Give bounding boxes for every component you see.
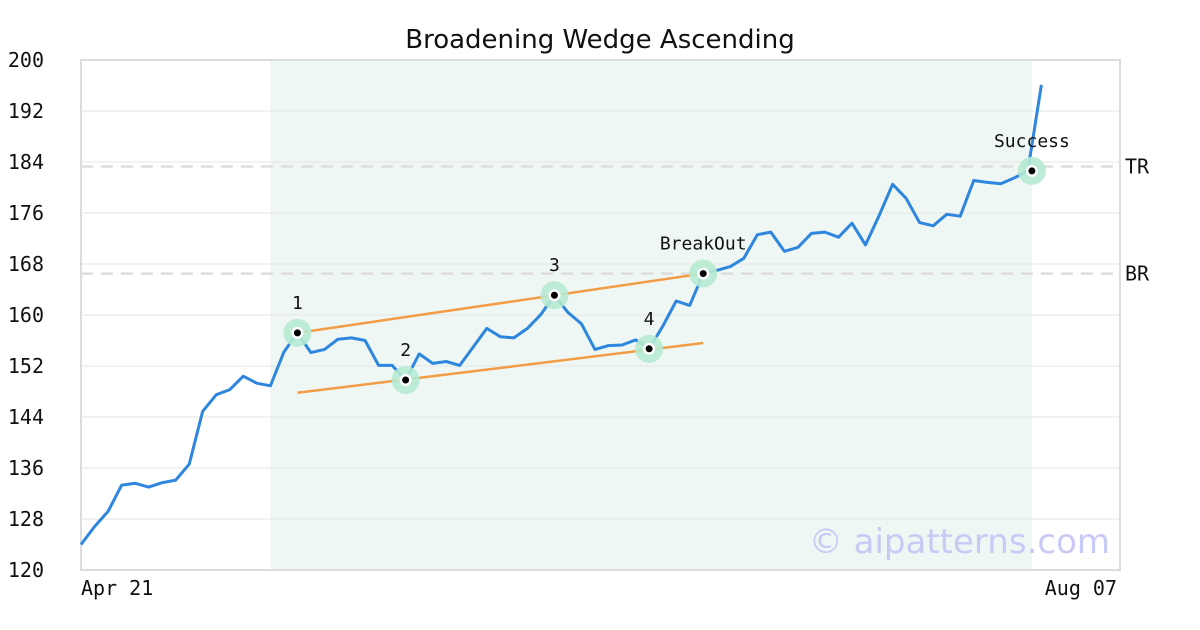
x-tick-label: Aug 07 [1045, 576, 1117, 600]
y-tick-label: 128 [8, 507, 44, 531]
y-tick-label: 168 [8, 252, 44, 276]
marker-label: 3 [549, 255, 560, 276]
y-tick-label: 184 [8, 150, 44, 174]
chart-title: Broadening Wedge Ascending [405, 25, 795, 55]
marker-dot [1028, 167, 1036, 175]
watermark: © aipatterns.com [809, 522, 1110, 562]
marker-label: 1 [292, 293, 303, 314]
marker-label: 2 [400, 340, 411, 361]
y-tick-label: 160 [8, 303, 44, 327]
y-tick-label: 144 [8, 405, 44, 429]
marker-dot [402, 376, 410, 384]
y-tick-label: 136 [8, 456, 44, 480]
marker-dot [293, 329, 301, 337]
level-label: TR [1125, 154, 1150, 178]
marker-dot [699, 270, 707, 278]
y-tick-label: 120 [8, 558, 44, 582]
trendline [297, 272, 704, 335]
marker-dot [550, 291, 558, 299]
x-tick-label: Apr 21 [81, 576, 153, 600]
marker-label: 4 [644, 309, 655, 330]
marker-label: Success [994, 131, 1070, 152]
y-tick-label: 192 [8, 99, 44, 123]
y-tick-label: 152 [8, 354, 44, 378]
y-tick-label: 176 [8, 201, 44, 225]
marker-dot [645, 345, 653, 353]
plot-border [80, 59, 1121, 571]
marker-label: BreakOut [660, 234, 747, 255]
level-label: BR [1125, 262, 1150, 286]
y-tick-label: 200 [8, 48, 44, 72]
